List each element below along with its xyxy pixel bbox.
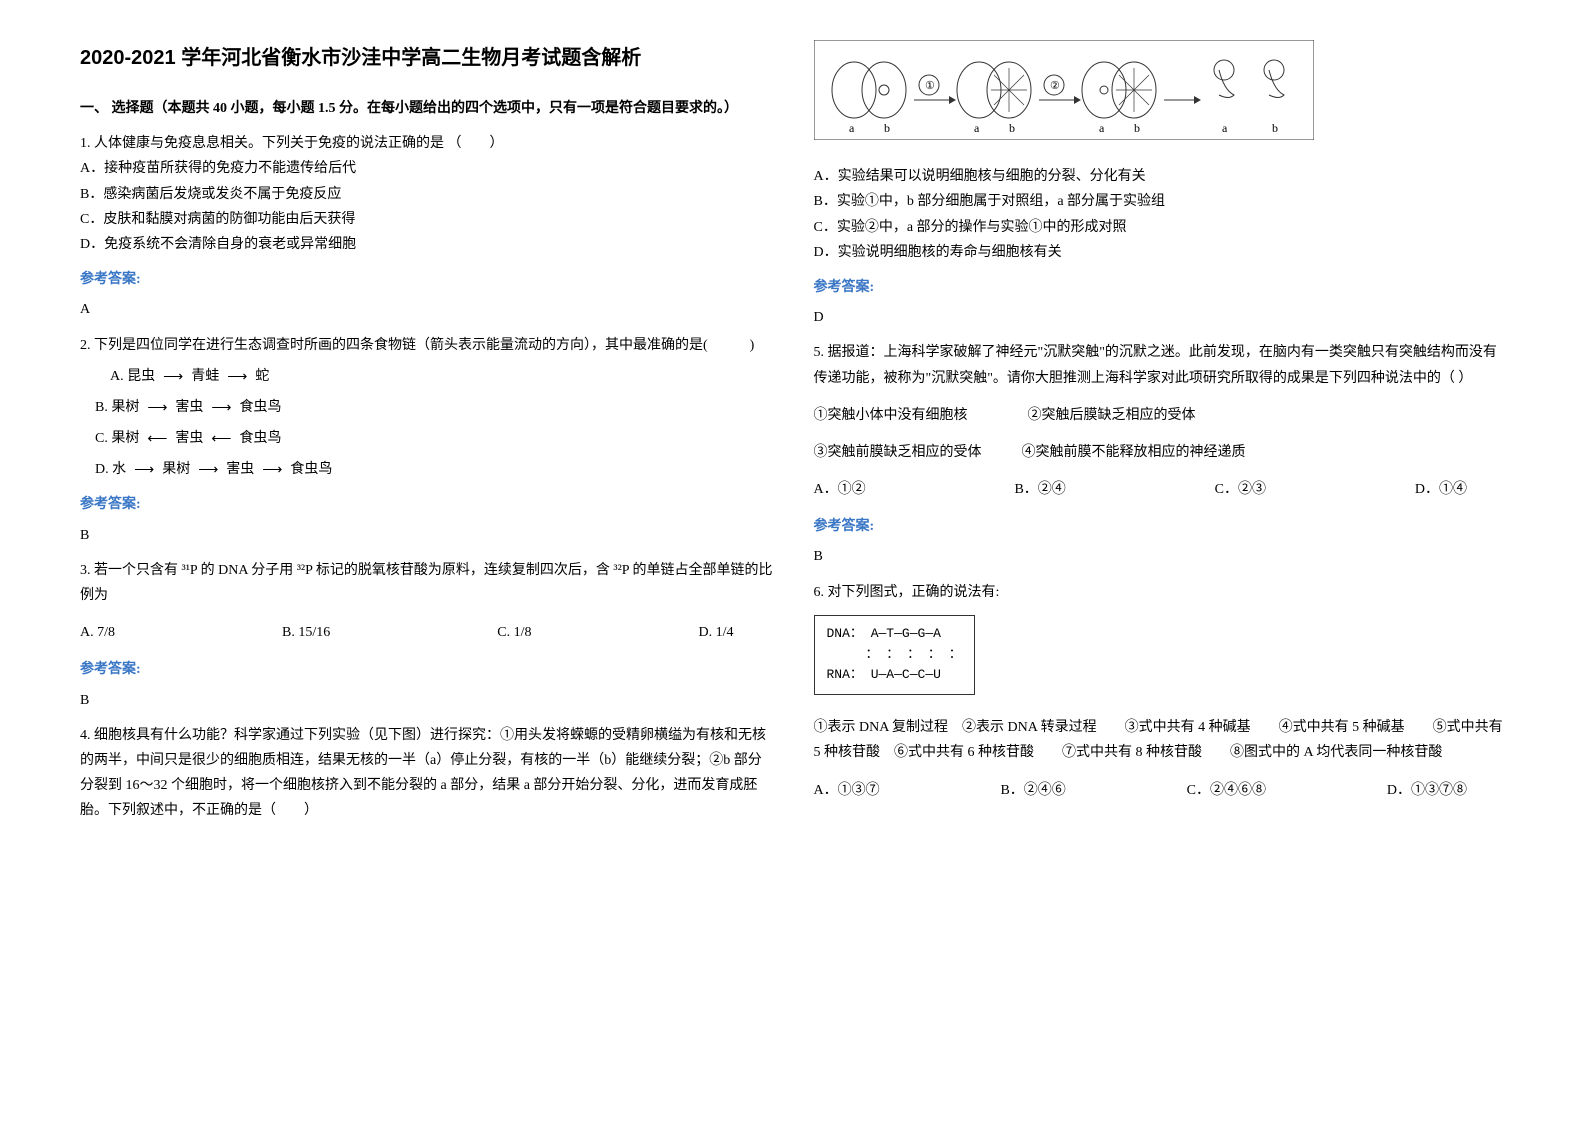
q5-optB: B．②④ — [1014, 477, 1065, 502]
q2-rowB: B. 果树 ⟶ 害虫 ⟶ 食虫鸟 — [95, 395, 774, 420]
q6-box-l3: RNA： U—A—C—C—U — [827, 665, 962, 686]
q4-optD: D．实验说明细胞核的寿命与细胞核有关 — [814, 240, 1508, 265]
svg-text:a: a — [1222, 121, 1228, 135]
q6-statements: ①表示 DNA 复制过程 ②表示 DNA 转录过程 ③式中共有 4 种碱基 ④式… — [814, 715, 1508, 765]
q2-stem: 2. 下列是四位同学在进行生态调查时所画的四条食物链（箭头表示能量流动的方向），… — [80, 333, 774, 358]
arrow-right-icon: ⟶ — [147, 395, 167, 420]
arrow-right-icon: ⟶ — [163, 364, 183, 389]
svg-text:b: b — [1272, 121, 1278, 135]
svg-text:a: a — [1099, 121, 1105, 135]
question-3: 3. 若一个只含有 ³¹P 的 DNA 分子用 ³²P 标记的脱氧核苷酸为原料，… — [80, 558, 774, 646]
q1-optD: D．免疫系统不会清除自身的衰老或异常细胞 — [80, 232, 774, 257]
q3-optA: A. 7/8 — [80, 620, 115, 645]
svg-text:①: ① — [925, 80, 935, 92]
question-6: 6. 对下列图式，正确的说法有: DNA： A—T—G—G—A ： ： ： ： … — [814, 580, 1508, 803]
q5-answer: B — [814, 544, 1508, 569]
q4-optC: C．实验②中，a 部分的操作与实验①中的形成对照 — [814, 215, 1508, 240]
q3-options: A. 7/8 B. 15/16 C. 1/8 D. 1/4 — [80, 620, 774, 645]
chain-label: 青蛙 — [191, 364, 219, 389]
answer-label: 参考答案: — [80, 657, 774, 682]
q5-s2: ②突触后膜缺乏相应的受体 — [1028, 403, 1196, 428]
q6-optA: A．①③⑦ — [814, 778, 880, 803]
q4-optB: B．实验①中，b 部分细胞属于对照组，a 部分属于实验组 — [814, 189, 1508, 214]
q3-stem: 3. 若一个只含有 ³¹P 的 DNA 分子用 ³²P 标记的脱氧核苷酸为原料，… — [80, 558, 774, 608]
q6-box-l2: ： ： ： ： ： — [827, 645, 962, 666]
q4-answer: D — [814, 305, 1508, 330]
q4-optA: A．实验结果可以说明细胞核与细胞的分裂、分化有关 — [814, 164, 1508, 189]
arrow-left-icon: ⟵ — [147, 426, 167, 451]
q5-s4: ④突触前膜不能释放相应的神经递质 — [1022, 440, 1246, 465]
q3-optC: C. 1/8 — [497, 620, 531, 645]
q2-answer: B — [80, 523, 774, 548]
arrow-right-icon: ⟶ — [262, 457, 282, 482]
q6-optD: D．①③⑦⑧ — [1387, 778, 1467, 803]
chain-label: A. 昆虫 — [110, 364, 155, 389]
left-column: 2020-2021 学年河北省衡水市沙洼中学高二生物月考试题含解析 一、 选择题… — [60, 40, 794, 1082]
q5-options: A．①② B．②④ C．②③ D．①④ — [814, 477, 1508, 502]
svg-text:a: a — [974, 121, 980, 135]
svg-text:b: b — [1134, 121, 1140, 135]
q6-box: DNA： A—T—G—G—A ： ： ： ： ： RNA： U—A—C—C—U — [814, 615, 975, 695]
section-header: 一、 选择题（本题共 40 小题，每小题 1.5 分。在每小题给出的四个选项中，… — [80, 96, 774, 121]
q6-box-l1: DNA： A—T—G—G—A — [827, 624, 962, 645]
question-4: 4. 细胞核具有什么功能？科学家通过下列实验（见下图）进行探究：①用头发将蝾螈的… — [80, 723, 774, 824]
arrow-left-icon: ⟵ — [211, 426, 231, 451]
q5-optD: D．①④ — [1415, 477, 1467, 502]
svg-text:②: ② — [1050, 80, 1060, 92]
arrow-right-icon: ⟶ — [227, 364, 247, 389]
q2-rowC: C. 果树 ⟵ 害虫 ⟵ 食虫鸟 — [95, 426, 774, 451]
q1-optA: A．接种疫苗所获得的免疫力不能遗传给后代 — [80, 156, 774, 181]
q3-optD: D. 1/4 — [698, 620, 733, 645]
q5-stem: 5. 据报道：上海科学家破解了神经元"沉默突触"的沉默之迷。此前发现，在脑内有一… — [814, 340, 1508, 390]
question-2: 2. 下列是四位同学在进行生态调查时所画的四条食物链（箭头表示能量流动的方向），… — [80, 333, 774, 483]
q1-stem: 1. 人体健康与免疫息息相关。下列关于免疫的说法正确的是 （ ） — [80, 131, 774, 156]
svg-text:b: b — [884, 121, 890, 135]
chain-label: C. 果树 — [95, 426, 139, 451]
chain-label: B. 果树 — [95, 395, 139, 420]
chain-label: 害虫 — [175, 395, 203, 420]
q4-diagram: a b ① a b ② — [814, 40, 1508, 149]
q5-s3: ③突触前膜缺乏相应的受体 — [814, 440, 982, 465]
chain-label: 食虫鸟 — [240, 426, 282, 451]
q1-answer: A — [80, 297, 774, 322]
arrow-right-icon: ⟶ — [134, 457, 154, 482]
svg-text:a: a — [849, 121, 855, 135]
chain-label: 害虫 — [175, 426, 203, 451]
question-5: 5. 据报道：上海科学家破解了神经元"沉默突触"的沉默之迷。此前发现，在脑内有一… — [814, 340, 1508, 502]
q6-options: A．①③⑦ B．②④⑥ C．②④⑥⑧ D．①③⑦⑧ — [814, 778, 1508, 803]
chain-label: 蛇 — [255, 364, 269, 389]
svg-text:b: b — [1009, 121, 1015, 135]
q1-optC: C．皮肤和黏膜对病菌的防御功能由后天获得 — [80, 207, 774, 232]
q1-optB: B．感染病菌后发烧或发炎不属于免疫反应 — [80, 182, 774, 207]
chain-label: 害虫 — [226, 457, 254, 482]
q5-optC: C．②③ — [1215, 477, 1266, 502]
q3-answer: B — [80, 688, 774, 713]
answer-label: 参考答案: — [80, 267, 774, 292]
arrow-right-icon: ⟶ — [198, 457, 218, 482]
arrow-right-icon: ⟶ — [211, 395, 231, 420]
q6-stem: 6. 对下列图式，正确的说法有: — [814, 580, 1508, 605]
embryo-diagram-icon: a b ① a b ② — [814, 40, 1314, 140]
q6-optC: C．②④⑥⑧ — [1187, 778, 1266, 803]
q5-s1: ①突触小体中没有细胞核 — [814, 403, 968, 428]
q3-optB: B. 15/16 — [282, 620, 330, 645]
answer-label: 参考答案: — [80, 492, 774, 517]
q2-rowA: A. 昆虫 ⟶ 青蛙 ⟶ 蛇 — [110, 364, 774, 389]
chain-label: 食虫鸟 — [290, 457, 332, 482]
right-column: a b ① a b ② — [794, 40, 1528, 1082]
q2-rowD: D. 水 ⟶ 果树 ⟶ 害虫 ⟶ 食虫鸟 — [95, 457, 774, 482]
chain-label: 果树 — [162, 457, 190, 482]
question-1: 1. 人体健康与免疫息息相关。下列关于免疫的说法正确的是 （ ） A．接种疫苗所… — [80, 131, 774, 257]
answer-label: 参考答案: — [814, 275, 1508, 300]
answer-label: 参考答案: — [814, 514, 1508, 539]
chain-label: D. 水 — [95, 457, 126, 482]
chain-label: 食虫鸟 — [240, 395, 282, 420]
page-title: 2020-2021 学年河北省衡水市沙洼中学高二生物月考试题含解析 — [80, 40, 774, 76]
q5-optA: A．①② — [814, 477, 866, 502]
q4-stem: 4. 细胞核具有什么功能？科学家通过下列实验（见下图）进行探究：①用头发将蝾螈的… — [80, 723, 774, 824]
q6-optB: B．②④⑥ — [1000, 778, 1065, 803]
